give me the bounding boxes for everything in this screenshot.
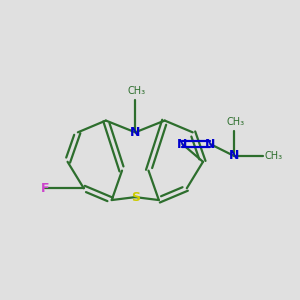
Text: N: N (205, 138, 215, 151)
Text: CH₃: CH₃ (265, 151, 283, 161)
Text: S: S (131, 190, 140, 204)
Text: N: N (130, 126, 140, 139)
Text: F: F (41, 182, 50, 195)
Text: N: N (177, 138, 188, 151)
Text: N: N (229, 149, 239, 162)
Text: CH₃: CH₃ (226, 117, 244, 127)
Text: CH₃: CH₃ (128, 85, 146, 95)
